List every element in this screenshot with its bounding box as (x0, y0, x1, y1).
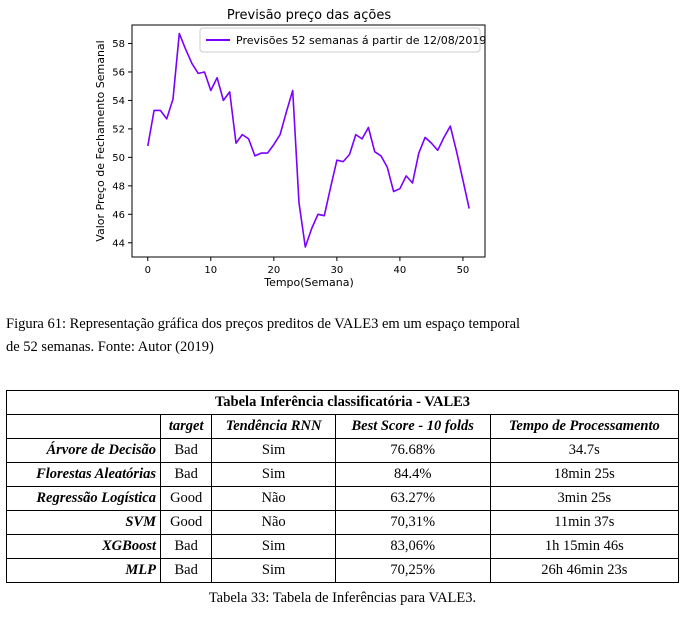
row-model-name: XGBoost (6, 534, 161, 559)
row-score: 84.4% (334, 462, 491, 487)
legend: Previsões 52 semanas á partir de 12/08/2… (199, 27, 486, 53)
y-tick-label: 52 (112, 124, 125, 135)
row-target: Bad (159, 462, 213, 487)
x-tick-label: 40 (394, 265, 407, 276)
y-tick-label: 44 (112, 238, 125, 249)
x-tick-label: 20 (267, 265, 280, 276)
row-target: Bad (159, 534, 213, 559)
y-tick-label: 50 (112, 153, 125, 164)
table-row: XGBoost Bad Sim 83,06% 1h 15min 46s (6, 534, 680, 559)
row-time: 1h 15min 46s (489, 534, 680, 559)
table-title: Tabela Inferência classificatória - VALE… (6, 390, 679, 415)
x-tick-label: 30 (330, 265, 343, 276)
row-time: 34.7s (489, 438, 680, 463)
row-target: Bad (159, 558, 213, 583)
header-empty-cell (6, 414, 161, 439)
table-caption: Tabela 33: Tabela de Inferências para VA… (208, 590, 477, 606)
x-axis-label: Tempo(Semana) (263, 276, 354, 289)
legend-box (199, 27, 481, 53)
row-time: 3min 25s (489, 486, 680, 511)
plot-area (131, 24, 486, 258)
row-model-name: Regressão Logística (6, 486, 161, 511)
legend-label: Previsões 52 semanas á partir de 12/08/2… (236, 34, 486, 47)
y-tick-label: 48 (112, 181, 125, 192)
y-axis-label: Valor Preço de Fechamento Semanal (94, 40, 107, 241)
header-target: target (159, 414, 213, 439)
row-trend: Sim (211, 438, 336, 463)
row-model-name: Árvore de Decisão (6, 438, 161, 463)
row-time: 18min 25s (489, 462, 680, 487)
row-score: 70,25% (334, 558, 491, 583)
line-chart: Previsão preço das ações 0 10 20 30 40 50 44 46… (94, 8, 486, 289)
row-trend: Não (211, 486, 336, 511)
results-table: Tabela Inferência classificatória - VALE… (6, 390, 680, 583)
row-score: 63.27% (334, 486, 491, 511)
axes: 0 10 20 30 40 50 44 46 48 50 52 54 56 58 (112, 39, 469, 276)
y-tick-label: 54 (112, 96, 125, 107)
row-target: Good (159, 486, 213, 511)
row-trend: Sim (211, 534, 336, 559)
header-best-score: Best Score - 10 folds (334, 414, 491, 439)
table-row: Árvore de Decisão Bad Sim 76.68% 34.7s (6, 438, 680, 463)
table-header-row: target Tendência RNN Best Score - 10 fol… (6, 414, 680, 439)
x-tick-label: 50 (457, 265, 470, 276)
table-row: MLP Bad Sim 70,25% 26h 46min 23s (6, 558, 680, 583)
row-trend: Sim (211, 558, 336, 583)
row-time: 11min 37s (489, 510, 680, 535)
row-time: 26h 46min 23s (489, 558, 680, 583)
chart-title: Previsão preço das ações (227, 8, 392, 23)
table-row: Florestas Aleatórias Bad Sim 84.4% 18min… (6, 462, 680, 487)
figure-caption-line-2: de 52 semanas. Fonte: Autor (2019) (6, 339, 214, 355)
row-model-name: Florestas Aleatórias (6, 462, 161, 487)
results-table-wrapper: Tabela Inferência classificatória - VALE… (6, 390, 680, 583)
x-tick-label: 0 (145, 265, 151, 276)
row-model-name: SVM (6, 510, 161, 535)
x-tick-label: 10 (204, 265, 217, 276)
figure-caption: Figura 61: Representação gráfica dos pre… (6, 313, 676, 359)
row-target: Good (159, 510, 213, 535)
row-score: 70,31% (334, 510, 491, 535)
row-model-name: MLP (6, 558, 161, 583)
y-tick-label: 46 (112, 210, 125, 221)
y-tick-label: 56 (112, 67, 125, 78)
row-trend: Sim (211, 462, 336, 487)
figure-caption-line-1: Figura 61: Representação gráfica dos pre… (6, 316, 521, 332)
header-rnn-trend: Tendência RNN (211, 414, 336, 439)
header-processing-time: Tempo de Processamento (489, 414, 680, 439)
row-trend: Não (211, 510, 336, 535)
table-row: SVM Good Não 70,31% 11min 37s (6, 510, 680, 535)
row-score: 83,06% (334, 534, 491, 559)
row-target: Bad (159, 438, 213, 463)
table-row: Regressão Logística Good Não 63.27% 3min… (6, 486, 680, 511)
row-score: 76.68% (334, 438, 491, 463)
series-line (147, 32, 470, 248)
series-group (147, 32, 470, 248)
table-title-row: Tabela Inferência classificatória - VALE… (6, 390, 679, 415)
y-tick-label: 58 (112, 39, 125, 50)
